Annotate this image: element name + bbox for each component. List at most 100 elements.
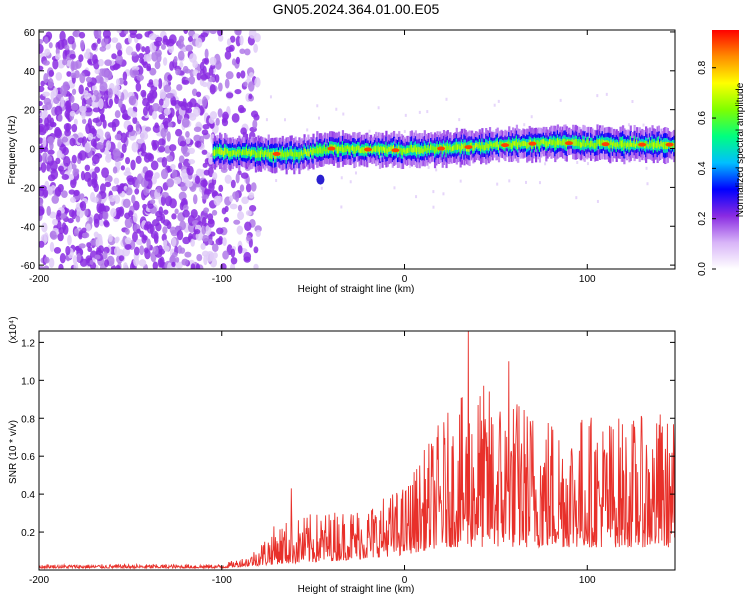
spectrogram-y-ticks: -60 -40 -20 0 20 40 60 bbox=[21, 28, 675, 272]
spectrogram-cell bbox=[108, 234, 113, 243]
spectrogram-cell bbox=[91, 171, 97, 180]
spectrogram-cell bbox=[141, 46, 146, 53]
spectrogram-cell bbox=[419, 148, 423, 154]
spectrogram-cell bbox=[196, 253, 203, 262]
spectrogram-cell bbox=[240, 70, 246, 79]
spectrogram-cell bbox=[94, 166, 101, 174]
spectrogram-cell bbox=[51, 195, 59, 204]
spectrogram-cell bbox=[163, 107, 171, 116]
spectrogram-cell bbox=[209, 56, 217, 66]
spectrogram-cell bbox=[304, 149, 307, 155]
spectrogram-cell bbox=[661, 142, 664, 148]
spectrogram-cell bbox=[84, 208, 89, 217]
spectrogram-cell bbox=[535, 141, 538, 149]
spectrogram-cell bbox=[158, 206, 164, 216]
spectrogram-cell bbox=[39, 38, 44, 45]
spectrogram-cell bbox=[524, 141, 527, 147]
spectrogram-cell bbox=[58, 227, 65, 235]
spectrogram-cell bbox=[248, 205, 257, 212]
spectrogram-cell bbox=[248, 93, 253, 99]
spectrogram-cell bbox=[400, 147, 403, 156]
spectrogram-cell bbox=[494, 142, 497, 147]
spectrogram-cell bbox=[39, 240, 45, 248]
spectrogram-cell bbox=[78, 243, 86, 249]
spectrogram-cell bbox=[279, 150, 282, 156]
spectrogram-cell bbox=[549, 138, 552, 145]
spectrogram-cell bbox=[249, 72, 254, 78]
spectrogram-y-tick-label: 0 bbox=[29, 145, 35, 156]
spectrogram-cell bbox=[88, 125, 96, 135]
spectrogram-cell bbox=[92, 107, 101, 113]
spectrogram-cell bbox=[248, 192, 255, 199]
spectrogram-cell bbox=[102, 119, 107, 129]
spectrogram-cell bbox=[208, 219, 215, 225]
spectrogram-cell bbox=[325, 149, 328, 154]
spectrogram-cell bbox=[125, 228, 130, 235]
spectrogram-cell bbox=[203, 207, 210, 213]
spectrogram-cell bbox=[170, 95, 177, 105]
spectrogram-cell bbox=[77, 137, 85, 144]
spectrogram-cell bbox=[522, 140, 525, 147]
spectrogram-cell bbox=[318, 146, 322, 153]
spectrogram-cell bbox=[239, 149, 242, 154]
spectrogram-cell bbox=[598, 139, 602, 146]
spectrogram-cell bbox=[316, 145, 319, 154]
spectrogram-cell bbox=[156, 53, 162, 63]
spectrogram-cell bbox=[172, 251, 178, 258]
spectrogram-y-tick-label: -60 bbox=[21, 261, 36, 272]
spectrogram-cell bbox=[70, 72, 77, 79]
spectrogram-peak bbox=[272, 151, 281, 156]
spectrogram-cell bbox=[208, 182, 215, 192]
spectrogram-cell bbox=[208, 117, 215, 124]
spectrogram-cell bbox=[107, 122, 116, 128]
spectrogram-cell bbox=[133, 256, 140, 267]
spectrogram-cell bbox=[39, 265, 45, 269]
spectrogram-cell bbox=[81, 232, 90, 239]
spectrogram-cell bbox=[101, 167, 110, 179]
spectrogram-cell bbox=[117, 185, 123, 194]
spectrogram-cell bbox=[100, 113, 105, 122]
spectrogram-cell bbox=[229, 35, 236, 43]
spectrogram-cell bbox=[139, 57, 145, 64]
spectrogram-cell bbox=[254, 151, 258, 159]
spectrogram-cell bbox=[245, 183, 252, 193]
spectrogram-cell bbox=[47, 149, 55, 155]
snr-x-tick-label: 0 bbox=[402, 575, 408, 586]
spectrogram-cell bbox=[76, 253, 82, 263]
snr-y-tick-label: 0.6 bbox=[21, 452, 35, 463]
spectrogram-cell bbox=[253, 149, 256, 155]
spectrogram-cell bbox=[240, 172, 249, 179]
spectrogram-cell bbox=[412, 147, 415, 153]
spectrogram-cell bbox=[52, 218, 59, 226]
spectrogram-cell bbox=[464, 142, 467, 149]
spectrogram-cell bbox=[163, 245, 170, 252]
spectrogram-cell bbox=[271, 152, 274, 160]
spectrogram-cell bbox=[84, 164, 91, 172]
spectrogram-cell bbox=[194, 229, 201, 235]
spectrogram-cell bbox=[81, 118, 87, 125]
spectrogram-cell bbox=[47, 155, 53, 162]
spectrogram-cell bbox=[192, 194, 198, 205]
spectrogram-cell bbox=[128, 210, 134, 218]
spectrogram-cell bbox=[99, 219, 104, 227]
spectrogram-cell bbox=[140, 89, 147, 98]
snr-x-ticks: -200 -100 0 100 bbox=[29, 331, 596, 586]
spectrogram-cell bbox=[355, 146, 359, 151]
spectrogram-cell bbox=[47, 77, 54, 89]
spectrogram-cell bbox=[166, 155, 174, 162]
spectrogram-cell bbox=[157, 145, 166, 153]
spectrogram-cell bbox=[284, 151, 287, 158]
spectrogram-cell bbox=[646, 182, 649, 186]
spectrogram-cell bbox=[89, 239, 97, 246]
spectrogram-cell bbox=[201, 129, 209, 136]
spectrogram-cell bbox=[70, 102, 79, 111]
spectrogram-cell bbox=[153, 40, 162, 47]
spectrogram-cell bbox=[445, 97, 448, 101]
spectrogram-cell bbox=[601, 138, 604, 146]
spectrogram-cell bbox=[49, 117, 55, 128]
spectrogram-cell bbox=[409, 144, 412, 152]
spectrogram-cell bbox=[473, 145, 476, 151]
spectrogram-cell bbox=[162, 57, 168, 66]
spectrogram-cell bbox=[92, 140, 97, 148]
spectrogram-cell bbox=[91, 94, 96, 102]
